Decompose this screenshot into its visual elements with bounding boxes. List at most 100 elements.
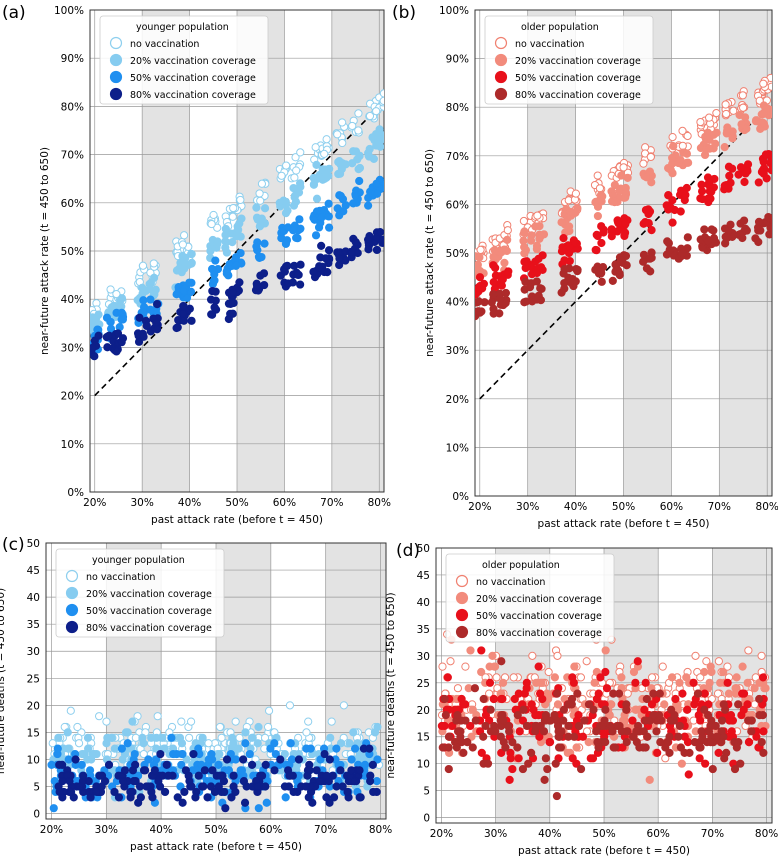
data-point: [513, 711, 522, 720]
data-point: [121, 728, 131, 737]
data-point: [379, 96, 384, 105]
y-tick-label: 70%: [446, 151, 469, 163]
data-point: [355, 176, 364, 186]
data-point: [164, 771, 173, 780]
data-point: [373, 755, 382, 764]
data-point: [355, 766, 364, 775]
data-point: [75, 782, 84, 791]
data-point: [221, 243, 230, 252]
data-point: [253, 782, 263, 791]
data-point: [332, 782, 341, 791]
x-tick-label: 20%: [430, 828, 453, 840]
data-point: [696, 117, 705, 127]
data-point: [738, 233, 747, 243]
data-point: [128, 766, 138, 775]
data-point: [129, 777, 138, 786]
data-point: [123, 739, 132, 748]
panel-label: (a): [2, 3, 26, 23]
data-point: [306, 744, 315, 753]
data-point: [186, 717, 196, 726]
data-point: [173, 793, 182, 802]
data-point: [716, 678, 725, 687]
data-point: [553, 700, 563, 709]
data-point: [312, 194, 322, 203]
data-point: [767, 157, 772, 167]
data-point: [645, 167, 654, 176]
data-point: [758, 673, 768, 682]
data-point: [722, 129, 731, 138]
y-tick-label: 35: [27, 619, 40, 631]
data-point: [759, 727, 768, 736]
data-point: [176, 782, 185, 791]
data-point: [711, 721, 720, 731]
data-point: [323, 268, 332, 277]
data-point: [213, 239, 222, 249]
data-point: [705, 678, 714, 687]
data-point: [590, 678, 599, 687]
data-point: [646, 267, 655, 276]
data-point: [463, 738, 472, 747]
data-point: [601, 646, 610, 655]
data-point: [693, 689, 703, 698]
data-point: [712, 128, 721, 137]
data-point: [617, 171, 626, 180]
data-point: [683, 131, 692, 141]
data-point: [678, 126, 687, 136]
data-point: [757, 651, 766, 660]
data-point: [728, 134, 737, 143]
data-point: [252, 203, 261, 212]
data-point: [158, 733, 167, 742]
x-tick-label: 70%: [701, 828, 724, 840]
data-point: [441, 711, 450, 720]
data-point: [260, 733, 270, 742]
x-tick-label: 40%: [564, 501, 587, 513]
data-point: [538, 694, 547, 704]
y-tick-label: 30%: [61, 342, 84, 354]
y-tick-label: 70%: [61, 150, 84, 162]
y-tick-label: 5: [33, 782, 40, 794]
data-point: [683, 705, 692, 714]
data-point: [691, 651, 700, 660]
data-point: [529, 705, 538, 714]
data-point: [621, 251, 631, 261]
data-point: [118, 777, 128, 786]
y-tick-label: 0%: [452, 491, 469, 503]
data-point: [584, 700, 594, 709]
data-point: [682, 149, 692, 158]
data-point: [647, 700, 657, 709]
y-tick-label: 80%: [61, 101, 84, 113]
y-tick-label: 5: [423, 786, 430, 798]
data-point: [739, 216, 749, 225]
data-point: [488, 651, 497, 660]
data-point: [476, 245, 485, 255]
data-point: [738, 662, 747, 671]
data-point: [372, 777, 381, 786]
data-point: [491, 263, 500, 272]
legend-entry: 50% vaccination coverage: [515, 73, 641, 84]
data-point: [621, 220, 630, 229]
data-point: [685, 748, 694, 758]
data-point: [221, 224, 230, 234]
data-point: [152, 744, 161, 753]
data-point: [113, 329, 123, 338]
data-point: [365, 111, 375, 121]
data-point: [261, 782, 270, 791]
data-point: [325, 755, 334, 764]
data-point: [747, 716, 756, 725]
data-point: [628, 716, 637, 725]
data-point: [301, 782, 311, 791]
legend-marker: [65, 569, 79, 583]
data-point: [110, 787, 119, 797]
legend-entry: 20% vaccination coverage: [515, 56, 641, 67]
data-point: [281, 793, 290, 802]
data-point: [520, 249, 529, 258]
data-point: [106, 317, 115, 327]
data-point: [177, 760, 186, 769]
data-point: [540, 716, 549, 725]
panel-b: (b) 0% 10% 20% 30% 40% 50% 60% 70% 80% 90% 100% 20% 3…: [392, 3, 778, 530]
data-point: [489, 252, 498, 262]
legend-marker: [494, 53, 508, 67]
data-point: [194, 744, 203, 753]
data-point: [762, 174, 771, 183]
legend-marker: [65, 620, 79, 634]
